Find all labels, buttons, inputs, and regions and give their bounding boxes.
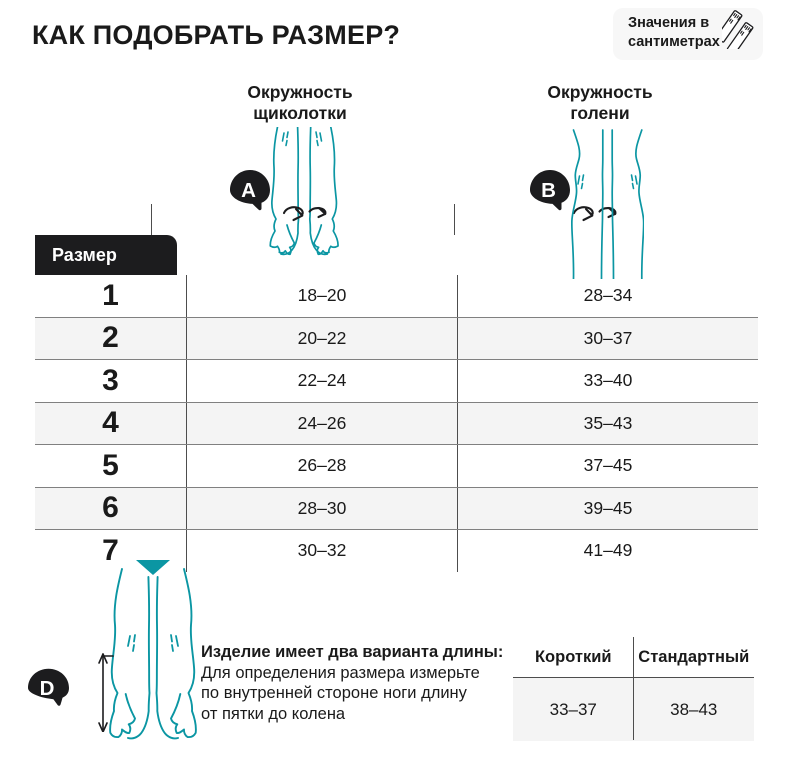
- svg-text:A: A: [241, 179, 256, 202]
- svg-text:B: B: [541, 179, 556, 202]
- svg-text:D: D: [40, 677, 55, 700]
